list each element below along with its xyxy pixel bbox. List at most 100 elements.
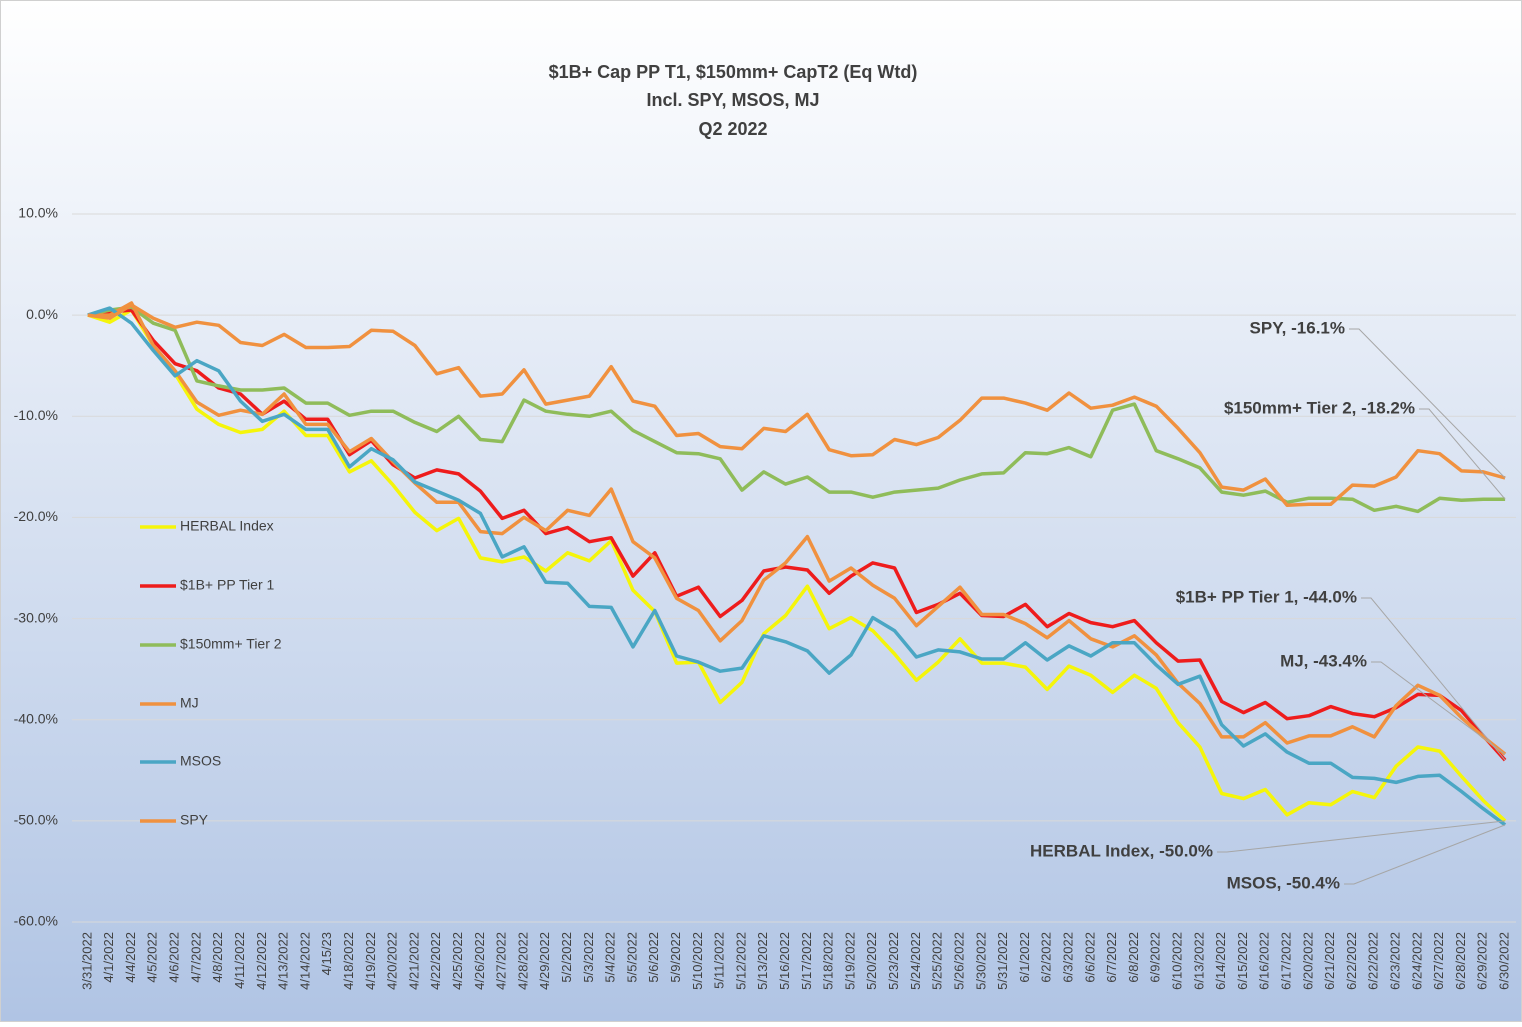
legend-label: HERBAL Index: [180, 518, 274, 534]
x-tick-label: 6/16/2022: [1257, 932, 1272, 990]
x-tick-label: 6/10/2022: [1169, 932, 1184, 990]
x-tick-label: 5/30/2022: [973, 932, 988, 990]
annotation: $1B+ PP Tier 1, -44.0%: [1176, 587, 1357, 606]
x-tick-label: 6/8/2022: [1126, 932, 1141, 983]
x-tick-label: 4/14/2022: [297, 932, 312, 990]
x-tick-label: 5/3/2022: [581, 932, 596, 983]
x-tick-label: 5/20/2022: [864, 932, 879, 990]
x-tick-label: 4/25/2022: [450, 932, 465, 990]
series-line: [87, 305, 1506, 514]
y-tick-label: 0.0%: [26, 306, 58, 322]
x-tick-label: 6/7/2022: [1104, 932, 1119, 983]
x-tick-label: 5/4/2022: [603, 932, 618, 983]
x-tick-label: 6/15/2022: [1235, 932, 1250, 990]
x-tick-label: 5/10/2022: [690, 932, 705, 990]
x-tick-label: 6/27/2022: [1431, 932, 1446, 990]
x-tick-label: 4/1/2022: [101, 932, 116, 983]
x-tick-label: 6/29/2022: [1475, 932, 1490, 990]
x-tick-label: 4/19/2022: [363, 932, 378, 990]
y-tick-label: 10.0%: [18, 205, 58, 221]
x-tick-label: 5/16/2022: [777, 932, 792, 990]
x-tick-label: 5/11/2022: [712, 932, 727, 989]
y-tick-label: -30.0%: [14, 609, 58, 625]
x-tick-label: 6/22/2022: [1366, 932, 1381, 990]
x-tick-label: 5/12/2022: [733, 932, 748, 990]
x-tick-label: 5/18/2022: [821, 932, 836, 990]
x-tick-label: 6/9/2022: [1148, 932, 1163, 983]
x-tick-label: 5/26/2022: [951, 932, 966, 990]
series-line: [87, 308, 1507, 762]
x-tick-label: 6/23/2022: [1388, 932, 1403, 990]
y-tick-label: -10.0%: [14, 407, 58, 423]
x-tick-label: 4/26/2022: [472, 932, 487, 990]
chart-subtitle: Incl. SPY, MSOS, MJ: [646, 90, 819, 110]
x-tick-label: 4/29/2022: [537, 932, 552, 990]
y-tick-label: -20.0%: [14, 508, 58, 524]
annotation: HERBAL Index, -50.0%: [1030, 841, 1213, 860]
x-tick-label: 5/19/2022: [842, 932, 857, 990]
leader-line: [1419, 408, 1506, 500]
x-tick-label: 6/24/2022: [1409, 932, 1424, 990]
annotation: $150mm+ Tier 2, -18.2%: [1224, 398, 1415, 417]
x-tick-label: 6/14/2022: [1213, 932, 1228, 990]
x-tick-label: 5/25/2022: [930, 932, 945, 990]
x-tick-label: 4/27/2022: [494, 932, 509, 990]
legend-label: $1B+ PP Tier 1: [180, 577, 275, 593]
legend-label: $150mm+ Tier 2: [180, 636, 282, 652]
x-tick-label: 4/11/2022: [232, 932, 247, 989]
annotation: MSOS, -50.4%: [1227, 873, 1340, 892]
series-line: [87, 308, 1507, 823]
x-tick-label: 4/28/2022: [515, 932, 530, 990]
y-tick-label: -40.0%: [14, 710, 58, 726]
x-tick-label: 6/21/2022: [1322, 932, 1337, 990]
x-tick-label: 6/1/2022: [1017, 932, 1032, 983]
x-tick-label: 6/20/2022: [1300, 932, 1315, 990]
legend-label: MJ: [180, 695, 199, 711]
leader-line: [1361, 597, 1506, 761]
x-tick-label: 4/18/2022: [341, 932, 356, 990]
x-tick-label: 5/5/2022: [624, 932, 639, 983]
x-tick-label: 6/2/2022: [1039, 932, 1054, 983]
x-tick-label: 6/28/2022: [1453, 932, 1468, 990]
x-tick-label: 5/24/2022: [908, 932, 923, 990]
annotation: MJ, -43.4%: [1280, 651, 1367, 670]
x-tick-label: 3/31/2022: [79, 932, 94, 990]
x-tick-label: 6/3/2022: [1060, 932, 1075, 983]
legend-label: SPY: [180, 812, 209, 828]
x-tick-label: 5/6/2022: [646, 932, 661, 983]
y-tick-label: -50.0%: [14, 812, 58, 828]
x-tick-label: 4/8/2022: [210, 932, 225, 983]
x-tick-label: 5/2/2022: [559, 932, 574, 983]
x-tick-label: 5/31/2022: [995, 932, 1010, 990]
x-tick-label: 5/23/2022: [886, 932, 901, 990]
series-line: [87, 303, 1506, 508]
x-tick-label: 6/6/2022: [1082, 932, 1097, 983]
chart-title: $1B+ Cap PP T1, $150mm+ CapT2 (Eq Wtd): [549, 62, 918, 82]
x-tick-label: 4/12/2022: [254, 932, 269, 990]
x-tick-label: 4/13/2022: [276, 932, 291, 990]
chart-subtitle: Q2 2022: [698, 119, 767, 139]
leader-line: [1344, 824, 1506, 885]
x-tick-label: 4/7/2022: [188, 932, 203, 983]
y-tick-label: -60.0%: [14, 913, 58, 929]
x-tick-label: 4/15/23: [319, 932, 334, 975]
x-tick-label: 4/20/2022: [385, 932, 400, 990]
series-line: [87, 306, 1507, 827]
leader-line: [1349, 328, 1506, 479]
x-tick-label: 4/22/2022: [428, 932, 443, 990]
leader-line: [1217, 820, 1506, 853]
x-tick-label: 6/22/2022: [1344, 932, 1359, 990]
annotation: SPY, -16.1%: [1250, 318, 1345, 337]
x-tick-label: 4/5/2022: [145, 932, 160, 983]
leader-line: [1371, 661, 1506, 755]
x-tick-label: 4/21/2022: [406, 932, 421, 990]
x-tick-label: 6/30/2022: [1497, 932, 1512, 990]
series-line: [87, 301, 1507, 756]
x-tick-label: 5/17/2022: [799, 932, 814, 990]
x-tick-label: 5/9/2022: [668, 932, 683, 983]
legend-label: MSOS: [180, 753, 221, 769]
x-tick-label: 4/6/2022: [167, 932, 182, 983]
